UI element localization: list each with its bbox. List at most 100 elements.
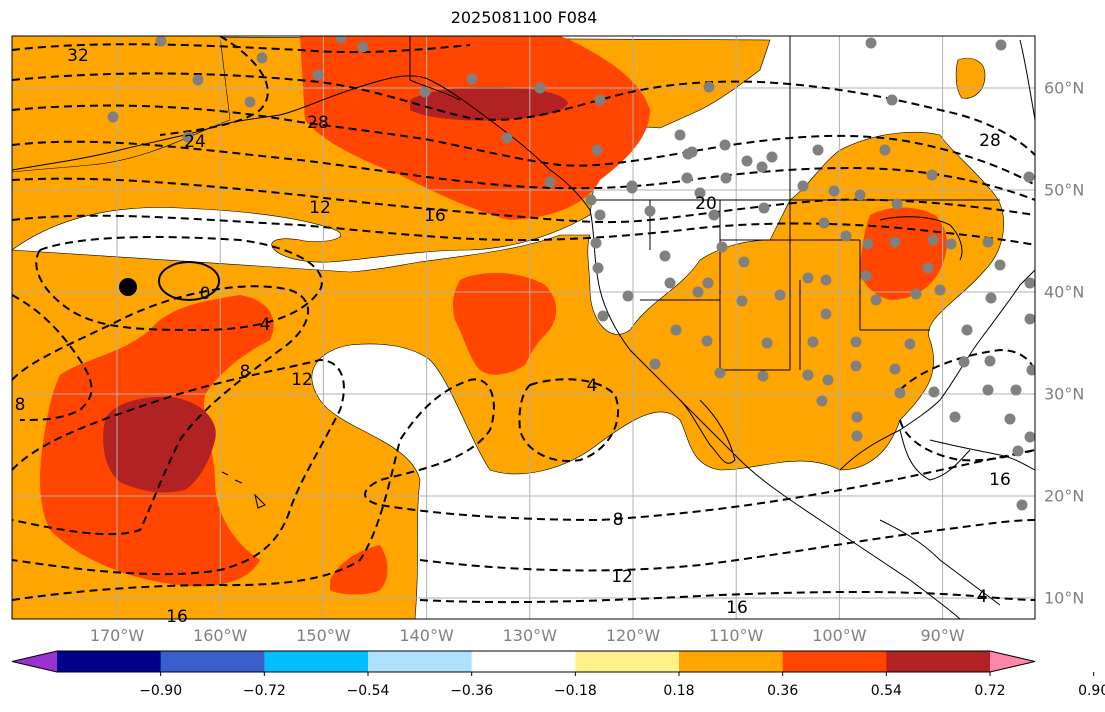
station-dot — [1016, 499, 1028, 511]
contour-label: 32 — [67, 46, 89, 66]
colorbar-extend-max — [990, 651, 1035, 672]
latitude-label: 10°N — [1044, 588, 1085, 608]
station-dot — [692, 286, 704, 298]
colorbar-tick-label: −0.72 — [242, 683, 286, 699]
colorbar-tick-label: 0.36 — [767, 683, 799, 699]
station-dot — [256, 52, 268, 64]
station-dot — [904, 338, 916, 350]
contour-label: 0 — [200, 284, 211, 304]
colorbar-tick-label: −0.54 — [346, 683, 390, 699]
station-dot — [860, 270, 872, 282]
contour-label: 8 — [15, 395, 26, 415]
longitude-label: 130°W — [502, 626, 557, 645]
station-dot — [694, 187, 706, 199]
station-dot — [889, 363, 901, 375]
station-dot — [597, 310, 609, 322]
station-dot — [851, 411, 863, 423]
contour-label: 16 — [424, 206, 446, 226]
station-dot — [192, 74, 204, 86]
station-dot — [840, 230, 852, 242]
station-dot — [807, 336, 819, 348]
station-dot — [703, 81, 715, 93]
contour-label: 16 — [989, 470, 1011, 490]
station-dot — [812, 144, 824, 156]
station-dot — [889, 236, 901, 248]
station-dot — [335, 36, 347, 44]
station-dot — [891, 198, 903, 210]
station-dot — [626, 180, 638, 192]
station-dot — [886, 94, 898, 106]
station-dot — [686, 146, 698, 158]
station-dot — [466, 73, 478, 85]
colorbar-tick-label: −0.18 — [553, 683, 597, 699]
station-dot — [758, 202, 770, 214]
colorbar-segment — [57, 651, 162, 672]
station-dot — [822, 374, 834, 386]
contour-label: 4 — [587, 376, 598, 396]
station-dot — [756, 161, 768, 173]
colorbar-tick-label: −0.36 — [450, 683, 494, 699]
colorbar-segment — [575, 651, 680, 672]
station-dot — [945, 238, 957, 250]
station-dot — [594, 209, 606, 221]
contour-label: 16 — [726, 598, 748, 618]
station-dot — [850, 360, 862, 372]
station-dot — [534, 82, 546, 94]
colorbar-tick-label: 0.18 — [663, 683, 695, 699]
longitude-label: 120°W — [605, 626, 661, 645]
contour-labels: 32 24 28 16 12 20 28 0 4 8 8 12 4 8 12 16 16 4 16 — [15, 46, 1011, 627]
contour-label: 16 — [166, 607, 188, 627]
station-dot — [928, 386, 940, 398]
colorbar-extend-min — [12, 651, 57, 672]
station-dot — [922, 262, 934, 274]
longitude-label: 140°W — [399, 626, 454, 645]
station-dot — [736, 295, 748, 307]
station-dot — [681, 172, 693, 184]
station-dot — [982, 236, 994, 248]
latitude-label: 30°N — [1044, 384, 1085, 404]
station-dot — [741, 155, 753, 167]
station-dot — [182, 131, 194, 143]
longitude-label: 90°W — [920, 626, 965, 645]
station-dot — [879, 144, 891, 156]
station-dot — [155, 36, 167, 47]
station-dot — [802, 369, 814, 381]
station-dot — [720, 172, 732, 184]
station-dot — [244, 96, 256, 108]
station-dot — [757, 370, 769, 382]
station-dot — [544, 176, 556, 188]
colorbar-segment — [264, 651, 369, 672]
station-dot — [738, 256, 750, 268]
station-dot — [818, 217, 830, 229]
station-dot — [949, 411, 961, 423]
colorbar-segment — [368, 651, 473, 672]
station-dot — [958, 356, 970, 368]
station-dot — [865, 37, 877, 49]
station-dot — [984, 355, 996, 367]
station-dot — [927, 234, 939, 246]
station-dot — [820, 308, 832, 320]
station-dot — [982, 384, 994, 396]
station-dot — [664, 277, 676, 289]
station-dot — [701, 335, 713, 347]
colorbar-tick-label: 0.54 — [870, 683, 902, 699]
contour-label: 24 — [184, 132, 206, 152]
station-dot — [585, 194, 597, 206]
contour-label: 28 — [979, 131, 1001, 151]
colorbar-tick-label: 0.90 — [1078, 683, 1105, 699]
longitude-label: 150°W — [296, 626, 351, 645]
station-dot — [1024, 431, 1035, 443]
station-dot — [592, 262, 604, 274]
station-dot — [590, 237, 602, 249]
contour-label: 20 — [695, 194, 717, 214]
station-dot — [934, 284, 946, 296]
station-dot — [716, 241, 728, 253]
station-dot — [714, 367, 726, 379]
station-dot — [107, 111, 119, 123]
zero-contour — [158, 261, 220, 301]
station-dot — [774, 289, 786, 301]
station-dot — [419, 86, 431, 98]
latitude-label: 20°N — [1044, 486, 1085, 506]
